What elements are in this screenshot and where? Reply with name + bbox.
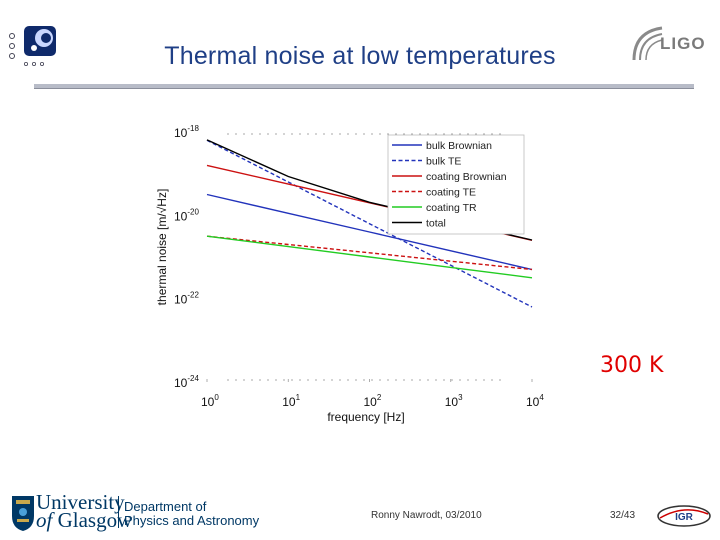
x-tick-label: 102 [364, 393, 382, 409]
conference-logo-icon [9, 26, 56, 67]
footer-divider [118, 496, 119, 528]
series-line-bulk-brownian [206, 193, 533, 271]
legend-label: total [426, 218, 446, 230]
university-of: of [36, 508, 53, 532]
chart-legend: bulk Brownian bulk TE coating Brownian coat… [387, 134, 525, 235]
university-name-line2: of Glasgow [36, 509, 132, 531]
thermal-noise-chart: 100 101 102 103 104 10-18 10-20 10-22 10-24 bulk… [155, 124, 544, 424]
x-tick-label: 101 [282, 393, 300, 409]
series-line-bulk-te [206, 139, 533, 308]
igr-logo-text: IGR [675, 512, 694, 523]
temperature-label: 300 K [600, 353, 664, 378]
title-divider [34, 84, 694, 89]
x-tick-label: 103 [445, 393, 463, 409]
legend-label: coating Brownian [426, 171, 507, 183]
page-title: Thermal noise at low temperatures [164, 42, 556, 70]
ligo-logo-icon [632, 26, 663, 61]
y-tick-label: 10-24 [174, 374, 199, 390]
university-glasgow: Glasgow [57, 508, 133, 532]
igr-logo-icon: IGR [657, 505, 711, 527]
y-tick-label: 10-20 [174, 207, 199, 223]
y-tick-label: 10-22 [174, 291, 199, 307]
legend-label: bulk TE [426, 156, 461, 168]
page-number: 32/43 [610, 510, 636, 521]
y-axis-label: thermal noise [m/√Hz] [155, 189, 169, 306]
legend-label: coating TE [426, 187, 476, 199]
x-tick-label: 104 [526, 393, 544, 409]
university-name-line1: University [36, 490, 125, 514]
department-line2: Physics and Astronomy [124, 513, 260, 528]
university-crest-icon [12, 496, 34, 531]
ligo-logo-text: LIGO [660, 34, 706, 53]
y-tick-label: 10-18 [174, 124, 199, 140]
x-axis-label: frequency [Hz] [327, 410, 404, 424]
author-date: Ronny Nawrodt, 03/2010 [371, 510, 482, 521]
department-line1: Department of [124, 499, 207, 514]
series-line-coating-te [206, 235, 533, 271]
legend-box [387, 134, 525, 235]
legend-label: coating TR [426, 202, 477, 214]
legend-label: bulk Brownian [426, 140, 492, 152]
series-line-coating-tr [206, 235, 533, 279]
x-tick-label: 100 [201, 393, 219, 409]
